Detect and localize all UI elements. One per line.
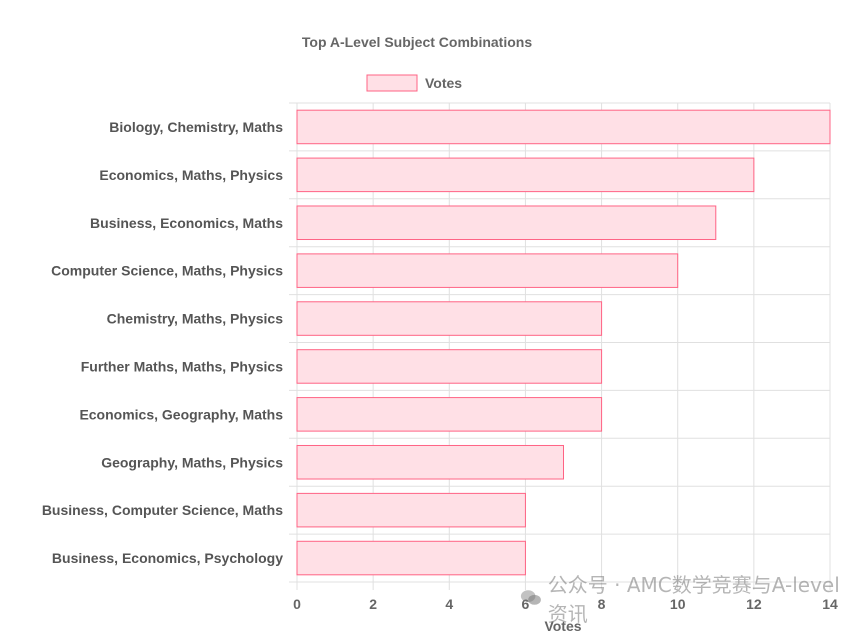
bar[interactable] [296,253,679,288]
y-tick-label: Business, Economics, Psychology [52,550,283,566]
legend-swatch [366,74,418,92]
x-tick-label: 4 [445,596,453,612]
y-tick-label: Business, Computer Science, Maths [42,502,283,518]
y-tick-label: Economics, Geography, Maths [79,406,283,422]
legend-label: Votes [425,75,462,91]
bar[interactable] [296,109,831,145]
bar[interactable] [296,349,603,384]
x-axis-tick-labels: 0 2 4 6 8 10 12 14 [293,596,838,612]
bar[interactable] [296,540,526,576]
x-tick-label: 12 [746,596,762,612]
bar[interactable] [296,492,526,528]
x-tick-label: 0 [293,596,301,612]
x-tick-label: 14 [822,596,838,612]
y-tick-label: Further Maths, Maths, Physics [81,358,283,374]
bars-group [296,109,831,576]
category-labels: Biology, Chemistry, Maths Economics, Math… [42,119,283,566]
chart-legend[interactable]: Votes [366,74,462,92]
y-tick-label: Business, Economics, Maths [90,215,283,231]
x-tick-label: 6 [522,596,530,612]
watermark: 公众号 · AMC数学竞赛与A-level资讯 [520,573,849,626]
y-tick-label: Chemistry, Maths, Physics [107,311,284,327]
bar[interactable] [296,301,603,336]
watermark-text: 公众号 · AMC数学竞赛与A-level资讯 [547,573,840,626]
y-tick-label: Geography, Maths, Physics [101,454,283,470]
y-tick-label: Biology, Chemistry, Maths [109,119,283,135]
bar[interactable] [296,205,717,241]
x-tick-label: 2 [369,596,377,612]
x-tick-label: 8 [598,596,606,612]
y-tick-label: Economics, Maths, Physics [99,167,283,183]
y-tick-label: Computer Science, Maths, Physics [51,263,283,279]
wechat-icon [520,590,541,605]
bar[interactable] [296,157,755,193]
x-tick-label: 10 [670,596,686,612]
chart-title: Top A-Level Subject Combinations [302,34,532,50]
x-axis-title: Votes [544,618,581,632]
bar[interactable] [296,444,564,480]
bar[interactable] [296,397,603,432]
